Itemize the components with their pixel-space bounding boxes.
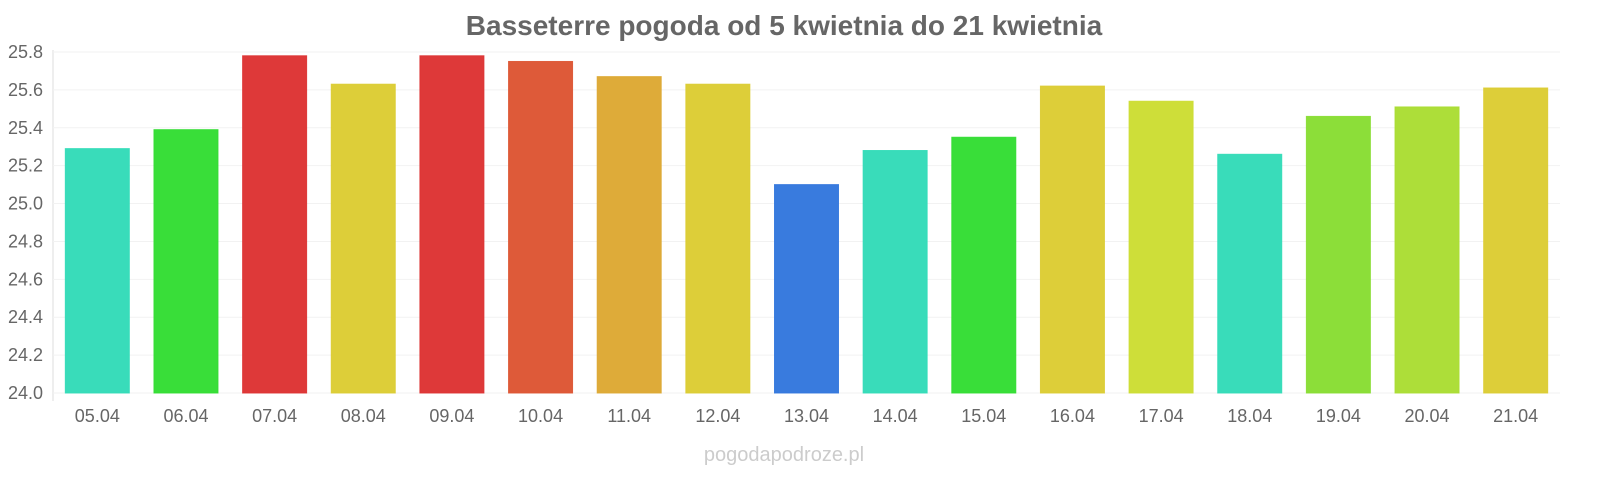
bar-14.04 <box>862 150 928 394</box>
y-tick-label: 25.2 <box>8 156 43 176</box>
y-tick-label: 25.0 <box>8 194 43 214</box>
bar-19.04 <box>1305 115 1371 394</box>
bar-21.04 <box>1483 87 1549 394</box>
bar-07.04 <box>242 55 308 394</box>
x-tick-label: 07.04 <box>252 406 297 426</box>
bar-08.04 <box>330 83 396 394</box>
y-tick-label: 25.8 <box>8 42 43 62</box>
x-tick-label: 12.04 <box>695 406 740 426</box>
x-tick-label: 18.04 <box>1227 406 1272 426</box>
chart-title: Basseterre pogoda od 5 kwietnia do 21 kw… <box>466 10 1103 41</box>
x-tick-label: 10.04 <box>518 406 563 426</box>
y-tick-label: 24.8 <box>8 231 43 251</box>
bar-06.04 <box>153 129 219 394</box>
x-tick-label: 16.04 <box>1050 406 1095 426</box>
x-tick-label: 20.04 <box>1405 406 1450 426</box>
y-tick-label: 25.6 <box>8 80 43 100</box>
bar-10.04 <box>508 60 574 394</box>
x-tick-label: 11.04 <box>607 406 651 426</box>
x-tick-label: 14.04 <box>873 406 918 426</box>
y-tick-label: 25.4 <box>8 118 43 138</box>
x-tick-label: 09.04 <box>429 406 474 426</box>
bar-11.04 <box>596 76 662 394</box>
y-tick-label: 24.6 <box>8 269 43 289</box>
x-tick-label: 06.04 <box>163 406 208 426</box>
bar-20.04 <box>1394 106 1460 394</box>
x-tick-label: 15.04 <box>961 406 1006 426</box>
bar-13.04 <box>774 184 839 394</box>
bar-05.04 <box>64 148 130 394</box>
watermark: pogodapodroze.pl <box>704 444 864 466</box>
bar-15.04 <box>951 136 1017 394</box>
x-tick-label: 08.04 <box>341 406 386 426</box>
x-tick-label: 19.04 <box>1316 406 1361 426</box>
x-tick-label: 05.04 <box>75 406 120 426</box>
y-tick-label: 24.2 <box>8 345 43 365</box>
bar-12.04 <box>685 83 751 394</box>
x-tick-label: 21.04 <box>1493 406 1538 426</box>
bar-16.04 <box>1039 85 1105 394</box>
x-tick-label: 17.04 <box>1139 406 1184 426</box>
x-tick-label: 13.04 <box>784 406 829 426</box>
bar-09.04 <box>419 55 485 394</box>
bar-18.04 <box>1217 153 1283 394</box>
y-tick-label: 24.0 <box>8 383 43 403</box>
bar-17.04 <box>1128 100 1194 394</box>
y-tick-label: 24.4 <box>8 307 43 327</box>
